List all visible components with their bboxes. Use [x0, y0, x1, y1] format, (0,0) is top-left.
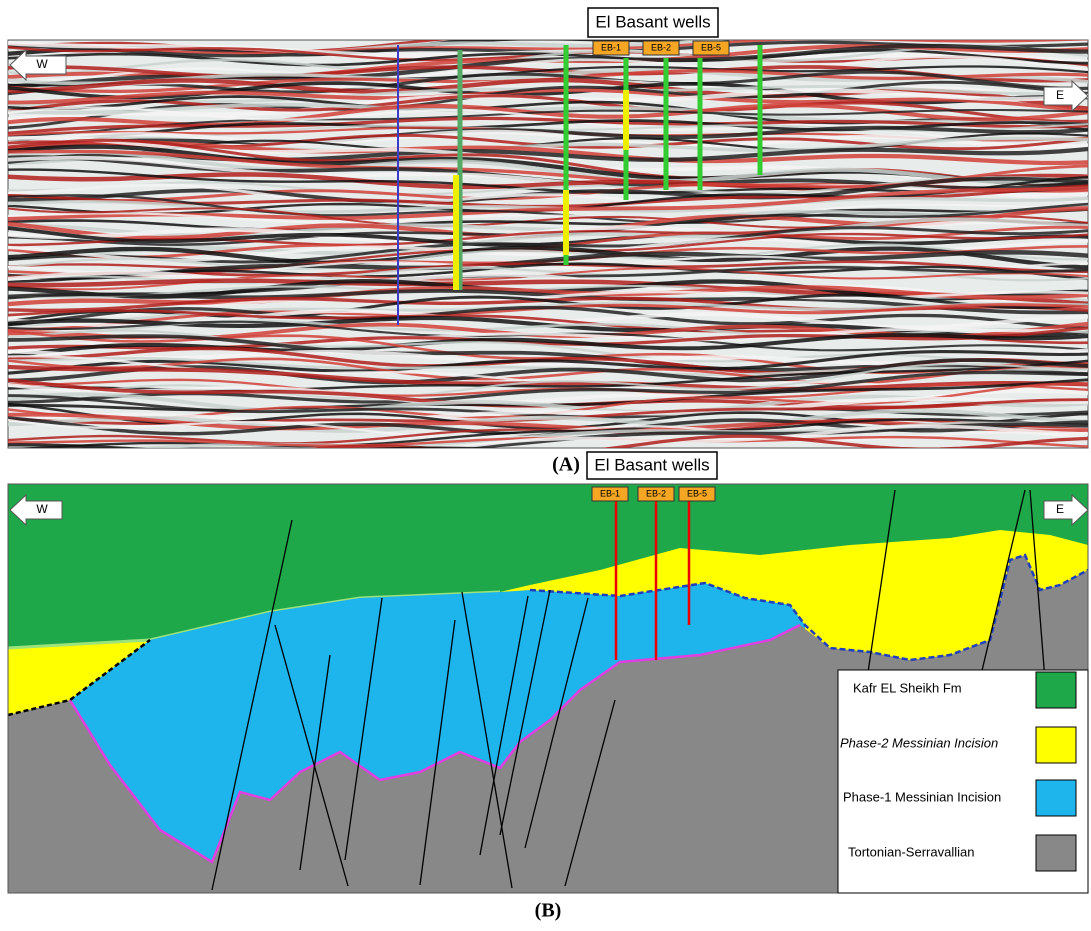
panel-b-label: (B) [535, 900, 562, 922]
legend-swatch [1036, 835, 1076, 871]
legend-swatch [1036, 727, 1076, 763]
legend: Kafr EL Sheikh Fm Phase-2 Messinian Inci… [838, 670, 1088, 893]
panel-a-label: (A) [552, 454, 580, 476]
well-tags-a: EB-1 EB-2 EB-5 [593, 41, 729, 55]
legend-swatch [1036, 672, 1076, 708]
well-label: EB-5 [687, 488, 707, 498]
legend-swatch [1036, 780, 1076, 816]
legend-label: Phase-2 Messinian Incision [840, 735, 998, 750]
well-label: EB-1 [600, 488, 620, 498]
well-label: EB-2 [646, 488, 666, 498]
east-label: E [1056, 88, 1064, 102]
panel-b-title: El Basant wells [594, 455, 709, 474]
seismic-panel [0, 19, 1091, 470]
well-label: EB-5 [701, 42, 721, 52]
west-label: W [36, 57, 48, 71]
west-label: W [36, 502, 48, 516]
legend-label: Kafr EL Sheikh Fm [853, 680, 962, 695]
legend-label: Tortonian-Serravallian [848, 844, 974, 859]
well-tags-b: EB-1 EB-2 EB-5 [592, 487, 715, 501]
well-label: EB-2 [651, 42, 671, 52]
legend-label: Phase-1 Messinian Incision [843, 789, 1001, 804]
well-label: EB-1 [601, 42, 621, 52]
panel-a-title: El Basant wells [595, 12, 710, 31]
figure: El Basant wells EB-1 EB-2 EB-5 W E (A) E… [0, 0, 1091, 931]
east-label: E [1056, 502, 1064, 516]
